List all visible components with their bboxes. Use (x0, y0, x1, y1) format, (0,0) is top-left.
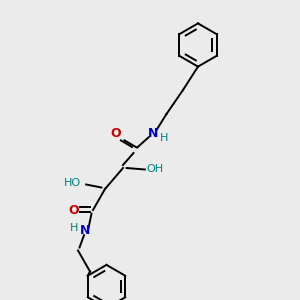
Text: O: O (110, 127, 121, 140)
Text: N: N (80, 224, 91, 238)
Text: OH: OH (146, 164, 163, 175)
Text: N: N (148, 127, 158, 140)
Text: HO: HO (64, 178, 82, 188)
Text: H: H (70, 223, 78, 233)
Text: O: O (68, 203, 79, 217)
Text: H: H (160, 133, 169, 143)
